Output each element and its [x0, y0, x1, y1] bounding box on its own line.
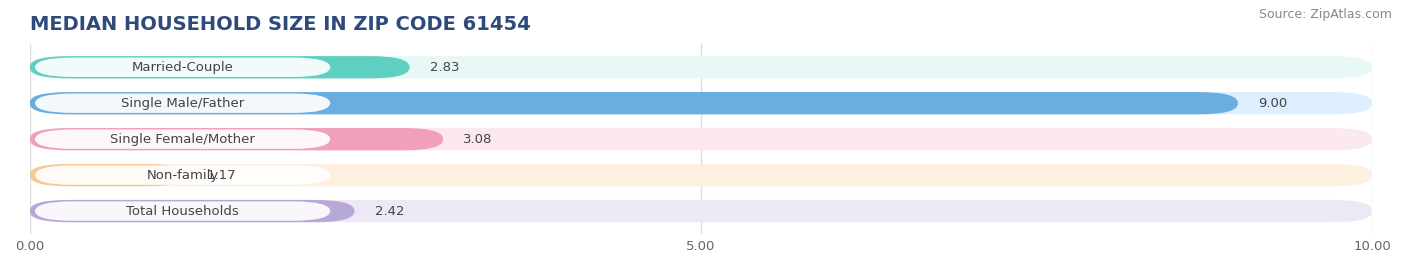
FancyBboxPatch shape [30, 92, 1237, 114]
Text: Single Male/Father: Single Male/Father [121, 97, 245, 110]
FancyBboxPatch shape [35, 201, 330, 221]
FancyBboxPatch shape [35, 129, 330, 149]
FancyBboxPatch shape [30, 128, 443, 150]
Text: MEDIAN HOUSEHOLD SIZE IN ZIP CODE 61454: MEDIAN HOUSEHOLD SIZE IN ZIP CODE 61454 [30, 15, 530, 34]
Text: 1.17: 1.17 [207, 169, 236, 182]
Text: 2.83: 2.83 [430, 61, 460, 74]
Text: 3.08: 3.08 [463, 133, 492, 146]
Text: Total Households: Total Households [127, 204, 239, 218]
FancyBboxPatch shape [35, 165, 330, 185]
FancyBboxPatch shape [30, 56, 1372, 79]
Text: 9.00: 9.00 [1258, 97, 1288, 110]
Text: Married-Couple: Married-Couple [132, 61, 233, 74]
FancyBboxPatch shape [30, 164, 187, 186]
FancyBboxPatch shape [30, 128, 1372, 150]
FancyBboxPatch shape [30, 164, 1372, 186]
FancyBboxPatch shape [30, 56, 409, 79]
FancyBboxPatch shape [35, 58, 330, 77]
FancyBboxPatch shape [30, 200, 354, 222]
Text: Non-family: Non-family [146, 169, 219, 182]
FancyBboxPatch shape [30, 92, 1372, 114]
FancyBboxPatch shape [35, 94, 330, 113]
Text: 2.42: 2.42 [374, 204, 404, 218]
Text: Single Female/Mother: Single Female/Mother [110, 133, 254, 146]
FancyBboxPatch shape [30, 200, 1372, 222]
Text: Source: ZipAtlas.com: Source: ZipAtlas.com [1258, 8, 1392, 21]
